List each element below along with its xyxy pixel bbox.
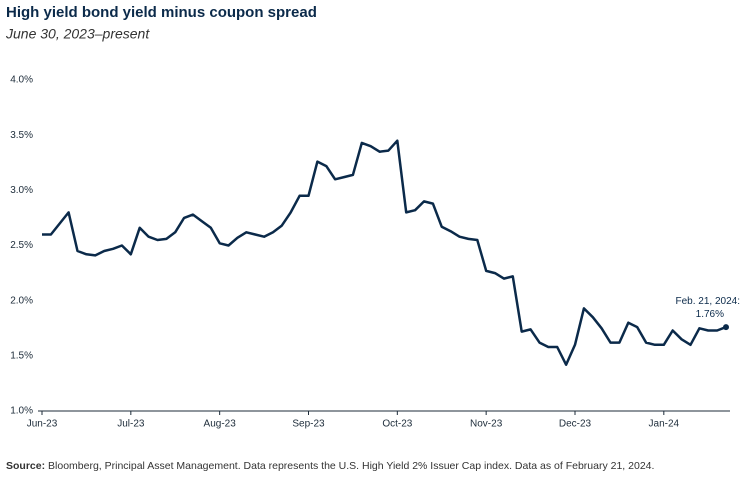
y-tick-label: 2.0% [10,295,33,306]
chart-subtitle: June 30, 2023–present [5,26,150,42]
annotation: Feb. 21, 2024: [676,296,741,307]
y-tick-label: 1.0% [10,406,33,417]
end-point [723,324,729,331]
chart-title: High yield bond yield minus coupon sprea… [6,4,317,21]
x-tick-label: Dec-23 [559,419,592,430]
x-tick-label: Aug-23 [204,419,237,430]
y-tick-label: 1.5% [10,350,33,361]
y-tick-label: 3.5% [10,130,33,141]
y-tick-label: 2.5% [10,240,33,251]
source-label: Source: [6,460,45,472]
line [42,139,727,366]
x-tick-label: Jan-24 [649,419,680,430]
annotation-value: 1.76% [696,309,724,320]
y-tick-label: 3.0% [10,185,33,196]
x-tick-label: Oct-23 [382,419,412,430]
source: Source: Bloomberg, Principal Asset Manag… [6,460,654,472]
source-text: Bloomberg, Principal Asset Management. D… [48,460,654,472]
x-tick-label: Jul-23 [117,419,145,430]
y-tick-label: 4.0% [10,75,33,86]
x-tick-label: Sep-23 [292,419,325,430]
x-tick-label: Nov-23 [470,419,503,430]
x-tick-label: Jun-23 [27,419,58,430]
